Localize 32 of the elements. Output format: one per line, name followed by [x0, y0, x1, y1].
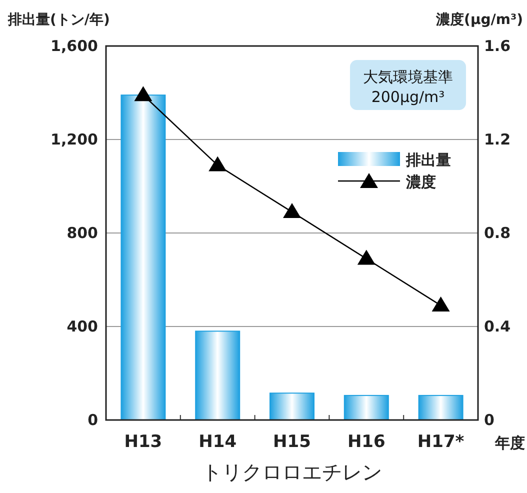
x-tick-label: H17* [417, 432, 464, 452]
bar [344, 394, 389, 420]
point [134, 86, 152, 102]
bar [120, 94, 166, 420]
x-tick-label: H16 [347, 432, 386, 452]
y2-axis-title: 濃度(μg/m³) [435, 11, 523, 28]
y2-tick-label: 1.2 [484, 130, 511, 148]
text: トリクロロエチレン [202, 460, 382, 484]
y2-tick-label: 1.6 [484, 37, 511, 55]
x-tick-label: H14 [198, 432, 237, 452]
y-axis-title: 排出量(トン/年) [7, 12, 110, 28]
y2-tick-label: 0.8 [484, 224, 511, 242]
bar [195, 330, 240, 420]
legend-label: 排出量 [405, 151, 451, 169]
x-axis-title: 年度 [494, 434, 525, 452]
point [432, 296, 450, 312]
y-tick-label: 0 [88, 411, 98, 429]
point [283, 202, 301, 218]
bar [270, 392, 314, 420]
y-tick-label: 800 [66, 224, 98, 242]
annotation: 大気環境基準 200μg/m³ [363, 68, 453, 106]
x-tick-label: H13 [124, 432, 162, 452]
bar [418, 394, 464, 420]
y-tick-label: 1,200 [50, 130, 98, 148]
y-tick-label: 1,600 [50, 37, 98, 55]
point [208, 156, 227, 172]
y2-tick-label: 0 [484, 411, 494, 429]
x-tick-label: H15 [273, 432, 311, 452]
point [357, 250, 376, 265]
y-tick-label: 400 [66, 318, 98, 336]
y2-tick-label: 0.4 [484, 318, 511, 336]
legend-label: 濃度 [405, 173, 436, 191]
